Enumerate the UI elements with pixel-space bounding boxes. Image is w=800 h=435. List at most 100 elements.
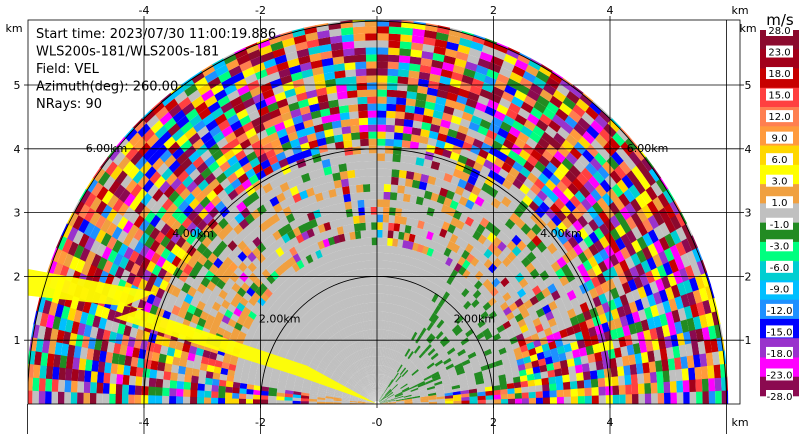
velocity-cell <box>430 302 438 313</box>
velocity-cell <box>476 293 485 303</box>
velocity-cell <box>326 181 336 191</box>
velocity-cell <box>613 346 622 358</box>
velocity-cell <box>651 195 664 212</box>
velocity-cell <box>493 156 505 169</box>
velocity-cell <box>360 321 366 331</box>
velocity-cell <box>462 164 473 175</box>
velocity-cell <box>402 307 409 318</box>
velocity-cell <box>372 329 375 339</box>
velocity-cell <box>474 302 483 312</box>
velocity-cell <box>419 390 428 395</box>
velocity-cell <box>387 398 396 402</box>
velocity-cell <box>450 278 459 288</box>
velocity-cell <box>417 294 425 305</box>
velocity-cell <box>620 345 629 357</box>
velocity-cell <box>376 275 382 285</box>
velocity-cell <box>496 324 506 333</box>
velocity-cell <box>249 364 258 372</box>
velocity-cell <box>411 390 420 395</box>
velocity-cell <box>409 365 417 374</box>
velocity-cell <box>351 305 357 316</box>
velocity-cell <box>377 392 380 401</box>
velocity-cell <box>427 347 436 356</box>
velocity-cell <box>330 49 344 58</box>
velocity-cell <box>406 361 413 370</box>
velocity-cell <box>334 274 341 284</box>
velocity-cell <box>447 182 458 193</box>
velocity-cell <box>558 102 573 116</box>
velocity-cell <box>719 363 726 378</box>
velocity-cell <box>378 383 380 392</box>
y-unit-label: km <box>739 22 756 35</box>
velocity-cell <box>366 293 371 304</box>
velocity-cell <box>393 261 400 271</box>
velocity-cell <box>321 288 330 299</box>
velocity-cell <box>296 287 305 298</box>
velocity-cell <box>378 383 381 393</box>
velocity-cell <box>116 216 129 231</box>
velocity-cell <box>276 174 287 186</box>
info-line: NRays: 90 <box>36 97 102 112</box>
velocity-cell <box>179 121 194 135</box>
velocity-cell <box>380 384 384 393</box>
velocity-cell <box>424 298 432 309</box>
velocity-cell <box>203 201 215 214</box>
velocity-cell <box>260 386 270 392</box>
velocity-cell <box>406 264 414 274</box>
velocity-cell <box>155 255 167 269</box>
velocity-cell <box>320 310 328 320</box>
velocity-cell <box>339 377 348 384</box>
velocity-cell <box>463 300 472 310</box>
velocity-cell <box>465 97 478 109</box>
velocity-cell <box>392 341 398 351</box>
velocity-cell <box>458 306 467 315</box>
velocity-cell <box>341 328 348 339</box>
velocity-cell <box>469 40 484 52</box>
velocity-cell <box>333 345 341 354</box>
velocity-cell <box>595 303 605 316</box>
velocity-cell <box>291 342 301 351</box>
velocity-cell <box>448 296 457 306</box>
velocity-cell <box>284 51 299 62</box>
velocity-cell <box>280 344 290 353</box>
velocity-cell <box>438 279 447 289</box>
velocity-cell <box>117 243 129 258</box>
velocity-cell <box>227 137 240 150</box>
velocity-cell <box>377 391 379 401</box>
colorbar-label-bg <box>766 346 793 359</box>
velocity-cell <box>454 161 466 172</box>
velocity-cell <box>590 378 599 388</box>
velocity-cell <box>298 190 309 201</box>
velocity-cell <box>317 312 326 323</box>
velocity-cell <box>468 121 480 132</box>
velocity-cell <box>246 79 260 92</box>
velocity-cell <box>397 333 403 344</box>
velocity-cell <box>289 138 301 149</box>
velocity-cell <box>339 290 346 301</box>
velocity-cell <box>251 257 262 268</box>
velocity-cell <box>352 153 362 163</box>
velocity-cell <box>383 293 388 304</box>
velocity-cell <box>289 294 298 304</box>
velocity-cell <box>325 340 334 349</box>
velocity-cell <box>602 268 613 282</box>
velocity-cell <box>360 161 370 170</box>
velocity-cell <box>441 61 455 72</box>
velocity-cell <box>242 144 255 157</box>
velocity-cell <box>367 397 375 403</box>
velocity-cell <box>329 336 337 346</box>
velocity-cell <box>316 337 324 347</box>
velocity-cell <box>577 227 589 240</box>
velocity-cell <box>362 176 370 185</box>
info-line: WLS200s-181/WLS200s-181 <box>36 45 219 60</box>
velocity-cell <box>379 302 384 312</box>
velocity-cell <box>213 89 228 102</box>
velocity-cell <box>411 28 425 37</box>
velocity-cell <box>246 384 255 391</box>
velocity-cell <box>504 367 512 375</box>
velocity-cell <box>86 179 98 194</box>
velocity-cell <box>354 61 367 70</box>
velocity-cell <box>521 194 533 207</box>
velocity-cell <box>370 206 377 215</box>
velocity-cell <box>357 103 368 112</box>
